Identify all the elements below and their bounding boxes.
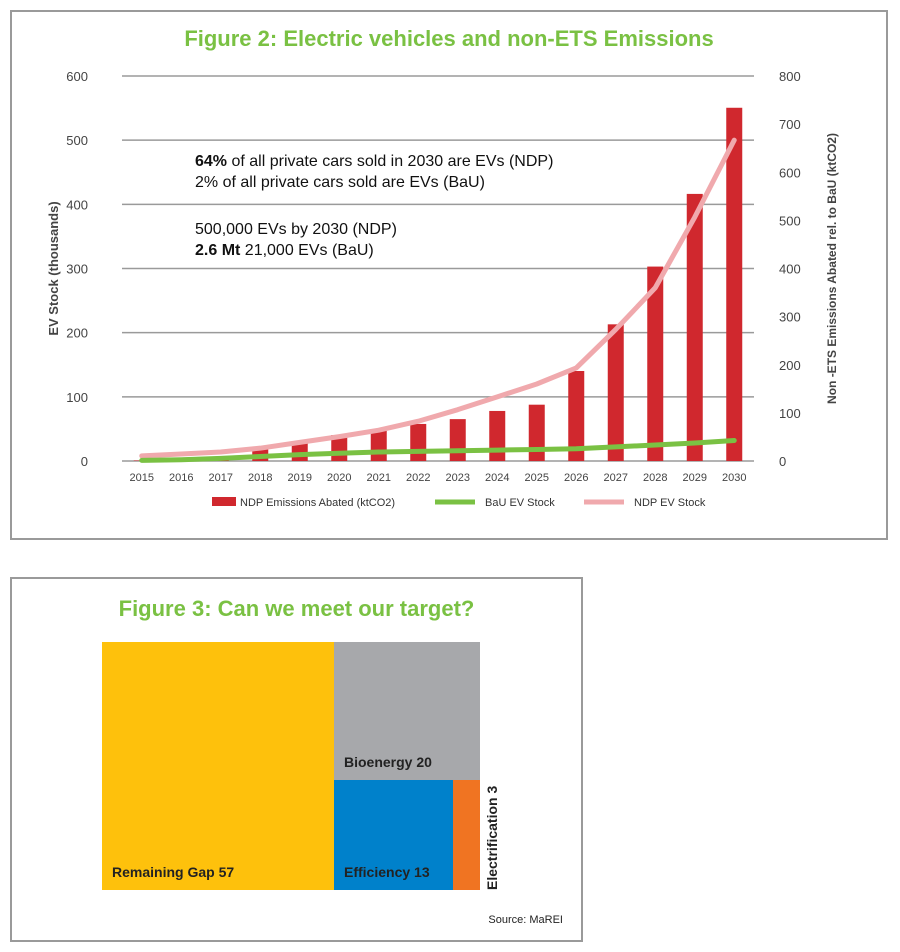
y-tick-label: 400 <box>66 197 88 212</box>
y2-tick-label: 500 <box>779 213 801 228</box>
remaining-gap-block-label: Remaining Gap 57 <box>112 864 235 880</box>
x-tick-label: 2023 <box>446 472 470 484</box>
efficiency-block: Efficiency 13 <box>334 780 453 890</box>
legend-label: BaU EV Stock <box>485 497 555 509</box>
y-tick-label: 0 <box>81 454 88 469</box>
electrification-block-label: Electrification 3 <box>484 785 500 890</box>
note-line-3: 500,000 EVs by 2030 (NDP) <box>195 221 397 238</box>
bar-emissions-abated <box>489 410 506 461</box>
figure-2-title: Figure 2: Electric vehicles and non-ETS … <box>184 26 714 51</box>
bar-emissions-abated <box>607 324 624 461</box>
legend-label: NDP Emissions Abated (ktCO2) <box>240 497 395 509</box>
x-tick-label: 2030 <box>722 472 746 484</box>
y2-tick-label: 600 <box>779 165 801 180</box>
bioenergy-block-label: Bioenergy 20 <box>344 754 432 770</box>
note-line-4: 2.6 Mt 21,000 EVs (BaU) <box>195 242 374 259</box>
bar-emissions-abated <box>370 430 387 461</box>
efficiency-block-label: Efficiency 13 <box>344 864 430 880</box>
bar-emissions-abated <box>647 266 664 461</box>
x-tick-label: 2019 <box>288 472 312 484</box>
remaining-gap-block: Remaining Gap 57 <box>102 642 334 890</box>
bar-emissions-abated <box>568 371 585 461</box>
y2-tick-label: 400 <box>779 262 801 277</box>
y-tick-label: 200 <box>66 326 88 341</box>
x-tick-label: 2022 <box>406 472 430 484</box>
figure-2-panel: Figure 2: Electric vehicles and non-ETS … <box>10 10 888 540</box>
figure-3-panel: Figure 3: Can we meet our target? Remain… <box>10 577 583 942</box>
note-line-1: 64% of all private cars sold in 2030 are… <box>195 153 554 170</box>
x-tick-label: 2024 <box>485 472 509 484</box>
x-tick-label: 2016 <box>169 472 193 484</box>
x-tick-label: 2027 <box>604 472 628 484</box>
x-tick-label: 2017 <box>209 472 233 484</box>
treemap: Remaining Gap 57 Bioenergy 20 Efficiency 1… <box>102 642 500 890</box>
x-tick-label: 2029 <box>683 472 707 484</box>
y-tick-label: 100 <box>66 390 88 405</box>
bioenergy-block: Bioenergy 20 <box>334 642 480 780</box>
x-tick-label: 2021 <box>367 472 391 484</box>
x-tick-label: 2020 <box>327 472 351 484</box>
y2-tick-label: 200 <box>779 358 801 373</box>
x-tick-label: 2028 <box>643 472 667 484</box>
y-tick-label: 600 <box>66 69 88 84</box>
y2-tick-label: 800 <box>779 69 801 84</box>
ev-emissions-chart: 0 100 200 300 400 500 600 0 100 200 300 400 500 600 70… <box>46 69 839 509</box>
bar-emissions-abated <box>449 419 466 461</box>
y-tick-label: 300 <box>66 262 88 277</box>
bar-emissions-abated <box>726 107 743 461</box>
x-tick-label: 2015 <box>130 472 154 484</box>
y2-axis-title: Non -ETS Emissions Abated rel. to BaU (k… <box>825 133 839 404</box>
bau-ev-stock-line <box>139 437 737 463</box>
y2-tick-label: 300 <box>779 310 801 325</box>
y2-tick-label: 0 <box>779 454 786 469</box>
bar-emissions-abated <box>528 404 545 461</box>
note-line-2: 2% of all private cars sold are EVs (BaU… <box>195 174 485 191</box>
bar-emissions-abated <box>686 193 703 461</box>
y2-tick-label: 100 <box>779 406 801 421</box>
figure-3-title: Figure 3: Can we meet our target? <box>118 596 475 621</box>
x-tick-label: 2025 <box>525 472 549 484</box>
bar-emissions-abated <box>410 423 427 461</box>
ndp-ev-stock-line <box>139 137 737 459</box>
legend-swatch <box>212 497 236 506</box>
y2-tick-label: 700 <box>779 117 801 132</box>
x-tick-label: 2026 <box>564 472 588 484</box>
y-tick-label: 500 <box>66 133 88 148</box>
electrification-block: Electrification 3 <box>453 780 500 890</box>
legend-label: NDP EV Stock <box>634 497 706 509</box>
x-tick-label: 2018 <box>248 472 272 484</box>
y-axis-title: EV Stock (thousands) <box>46 201 61 335</box>
source-note: Source: MaREI <box>488 914 563 926</box>
